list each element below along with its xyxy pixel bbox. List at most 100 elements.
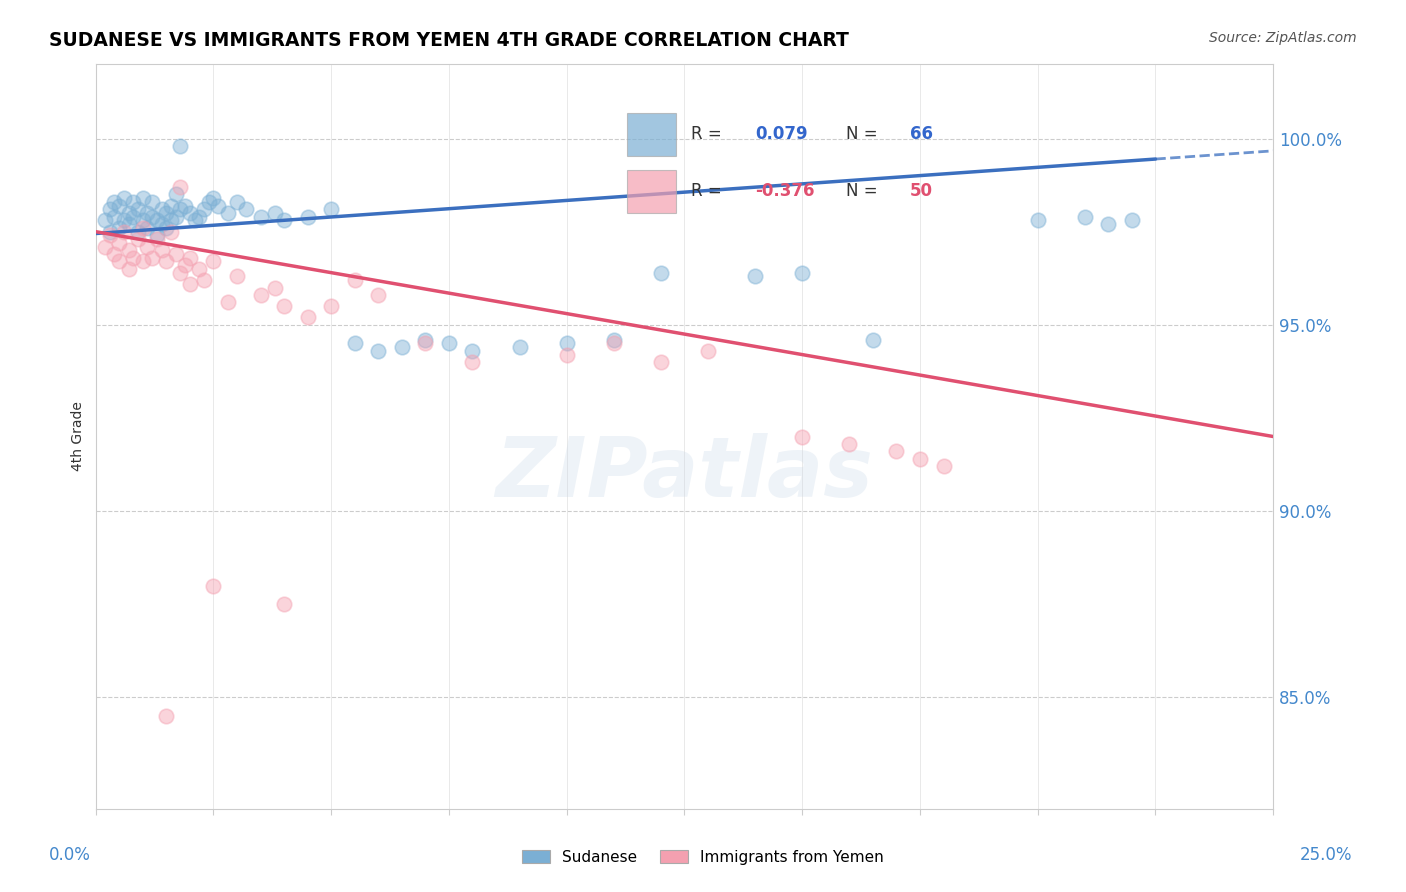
Point <box>108 235 131 250</box>
Point <box>179 277 201 291</box>
Point <box>226 269 249 284</box>
Point <box>132 191 155 205</box>
Point <box>98 228 121 243</box>
Point <box>792 266 814 280</box>
Point <box>343 273 366 287</box>
Text: 0.0%: 0.0% <box>49 846 91 863</box>
Text: SUDANESE VS IMMIGRANTS FROM YEMEN 4TH GRADE CORRELATION CHART: SUDANESE VS IMMIGRANTS FROM YEMEN 4TH GR… <box>49 31 849 50</box>
Point <box>117 206 139 220</box>
Point <box>197 194 219 209</box>
Point <box>169 202 191 217</box>
Point <box>146 228 169 243</box>
Point <box>155 206 177 220</box>
Point <box>297 310 319 325</box>
Point <box>321 202 343 217</box>
Point <box>263 280 285 294</box>
Point <box>103 247 125 261</box>
Point <box>169 180 191 194</box>
Point <box>297 210 319 224</box>
Point <box>226 194 249 209</box>
Point <box>141 210 163 224</box>
Point <box>112 213 135 227</box>
Point <box>697 343 720 358</box>
Point <box>98 225 121 239</box>
Point <box>150 217 173 231</box>
Point <box>160 213 183 227</box>
Point <box>122 194 145 209</box>
Point <box>122 251 145 265</box>
Point <box>193 273 215 287</box>
Point <box>908 451 931 466</box>
Point <box>555 336 578 351</box>
Point <box>415 336 437 351</box>
Point <box>509 340 531 354</box>
Point <box>179 251 201 265</box>
Point <box>146 232 169 246</box>
Point <box>108 198 131 212</box>
Point <box>136 221 159 235</box>
Point <box>183 213 205 227</box>
Point <box>886 444 908 458</box>
Point <box>132 221 155 235</box>
Point <box>207 198 229 212</box>
Point <box>343 336 366 351</box>
Point <box>141 251 163 265</box>
Point <box>155 709 177 723</box>
Point <box>367 288 389 302</box>
Point <box>132 213 155 227</box>
Point <box>838 437 860 451</box>
Point <box>792 429 814 443</box>
Point <box>160 225 183 239</box>
Point <box>103 194 125 209</box>
Point <box>169 139 191 153</box>
Point <box>202 191 225 205</box>
Point <box>117 217 139 231</box>
Point <box>217 295 239 310</box>
Point <box>103 210 125 224</box>
Point <box>415 333 437 347</box>
Point <box>249 288 271 302</box>
Point <box>188 261 211 276</box>
Point <box>321 299 343 313</box>
Point <box>273 299 295 313</box>
Point <box>127 232 149 246</box>
Point <box>461 355 484 369</box>
Point <box>650 355 672 369</box>
Point <box>235 202 257 217</box>
Point <box>263 206 285 220</box>
Point <box>603 333 626 347</box>
Point <box>1097 217 1119 231</box>
Point <box>160 198 183 212</box>
Point <box>1121 213 1143 227</box>
Point <box>94 239 117 253</box>
Text: 25.0%: 25.0% <box>1301 846 1353 863</box>
Point <box>650 266 672 280</box>
Point <box>169 266 191 280</box>
Point <box>391 340 413 354</box>
Point <box>217 206 239 220</box>
Point <box>127 202 149 217</box>
Point <box>555 348 578 362</box>
Point <box>174 198 197 212</box>
Y-axis label: 4th Grade: 4th Grade <box>72 401 86 472</box>
Point <box>273 597 295 611</box>
Point <box>150 202 173 217</box>
Point <box>155 254 177 268</box>
Point <box>132 254 155 268</box>
Point <box>141 194 163 209</box>
Point <box>117 261 139 276</box>
Point <box>150 244 173 258</box>
Point <box>249 210 271 224</box>
Point <box>127 225 149 239</box>
Point <box>603 336 626 351</box>
Point <box>108 254 131 268</box>
Point <box>165 210 187 224</box>
Point <box>165 247 187 261</box>
Point <box>179 206 201 220</box>
Point <box>136 206 159 220</box>
Point <box>202 578 225 592</box>
Text: ZIPatlas: ZIPatlas <box>495 434 873 515</box>
Text: Source: ZipAtlas.com: Source: ZipAtlas.com <box>1209 31 1357 45</box>
Point <box>202 254 225 268</box>
Point <box>155 221 177 235</box>
